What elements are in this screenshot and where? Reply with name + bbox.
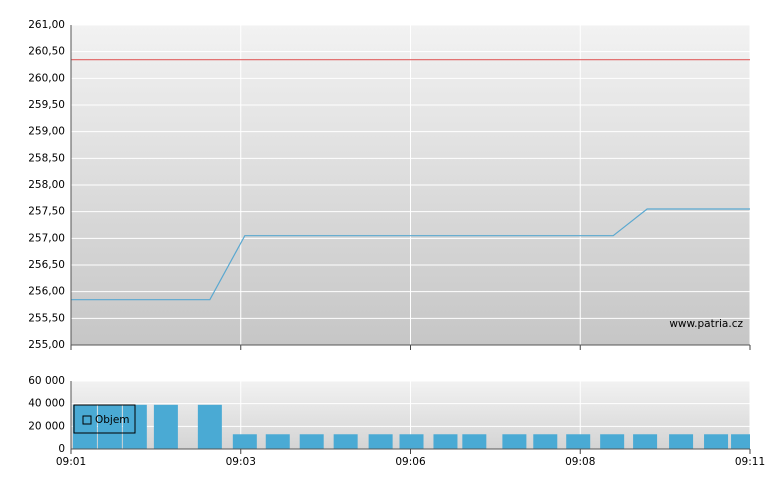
y-tick-label: 60 000 (28, 375, 65, 387)
x-tick-label: 09:01 (56, 456, 86, 468)
legend-box (73, 404, 136, 434)
y-tick-label: 257,50 (28, 206, 65, 218)
volume-bar (433, 434, 458, 449)
volume-bar (600, 434, 625, 449)
volume-bar (533, 434, 558, 449)
watermark: www.patria.cz (669, 318, 743, 330)
y-tick-label: 259,00 (28, 126, 65, 138)
volume-bar (72, 404, 97, 449)
y-tick-label: 255,00 (28, 339, 65, 351)
y-tick-label: 258,00 (28, 179, 65, 191)
x-tick-label: 09:11 (735, 456, 765, 468)
volume-bar (97, 404, 122, 449)
y-tick-label: 260,00 (28, 72, 65, 84)
volume-bar (232, 434, 257, 449)
volume-bar (299, 434, 324, 449)
y-tick-label: 260,50 (28, 46, 65, 58)
y-tick-label: 258,50 (28, 152, 65, 164)
volume-bar (566, 434, 591, 449)
volume-bar (462, 434, 487, 449)
volume-bar (153, 404, 178, 449)
volume-bar (368, 434, 393, 449)
x-tick-label: 09:06 (395, 456, 426, 468)
y-tick-label: 256,50 (28, 259, 65, 271)
volume-bar (669, 434, 694, 449)
price-line (71, 208, 750, 301)
x-tick-label: 09:03 (226, 456, 256, 468)
y-tick-label: 255,50 (28, 312, 65, 324)
volume-bar (704, 434, 729, 449)
volume-bar (633, 434, 658, 449)
volume-bar (399, 434, 424, 449)
y-tick-label: 259,50 (28, 99, 65, 111)
y-tick-label: 257,00 (28, 232, 65, 244)
y-tick-label: 256,00 (28, 286, 65, 298)
y-tick-label: 0 (58, 443, 65, 455)
volume-bar (731, 434, 750, 449)
legend-label: Objem (95, 414, 130, 426)
y-tick-label: 20 000 (28, 420, 65, 432)
volume-bar (197, 404, 222, 449)
volume-bar (502, 434, 527, 449)
y-tick-label: 40 000 (28, 398, 65, 410)
legend-swatch (82, 415, 92, 425)
volume-bar (265, 434, 290, 449)
y-tick-label: 261,00 (28, 19, 65, 31)
x-tick-label: 09:08 (565, 456, 595, 468)
volume-bar (333, 434, 358, 449)
